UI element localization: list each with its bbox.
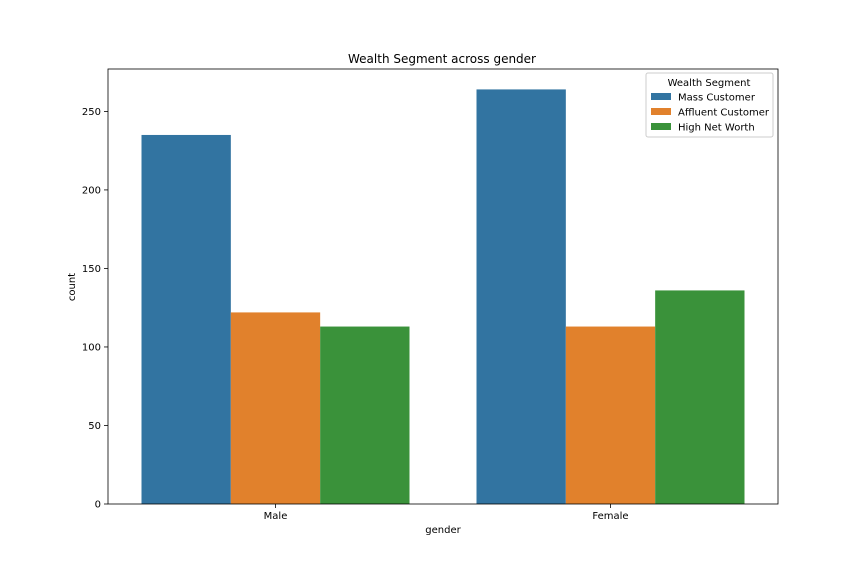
bar-male-affluent-customer	[230, 312, 321, 504]
y-tick-label: 250	[82, 107, 101, 118]
bar-male-mass-customer	[141, 134, 231, 505]
legend-title: Wealth Segment	[668, 78, 751, 89]
chart-title: Wealth Segment across gender	[348, 52, 536, 66]
y-tick-label: 100	[82, 342, 101, 353]
x-axis-label: gender	[425, 525, 461, 536]
bar-male-high-net-worth	[320, 326, 410, 504]
plot-frame	[107, 68, 779, 505]
x-tick-label: Male	[264, 511, 288, 522]
legend-frame	[645, 72, 774, 138]
bars-layer	[141, 89, 745, 505]
y-axis-label: count	[67, 273, 78, 301]
legend-label: High Net Worth	[678, 123, 755, 134]
legend: Wealth Segment Mass Customer Affluent Cus…	[645, 72, 774, 138]
y-tick-label: 150	[82, 264, 101, 275]
bar-female-high-net-worth	[655, 290, 745, 504]
axes-layer: 0 50 100 150 200 250 Male Female	[82, 68, 779, 522]
legend-swatch	[651, 93, 671, 100]
legend-swatch	[651, 123, 671, 130]
y-tick-label: 0	[95, 500, 101, 511]
bar-female-affluent-customer	[565, 326, 656, 504]
legend-swatch	[651, 108, 671, 115]
x-tick-label: Female	[592, 511, 628, 522]
bar-female-mass-customer	[476, 89, 566, 504]
y-tick-label: 200	[82, 185, 101, 196]
legend-label: Affluent Customer	[678, 108, 770, 119]
y-tick-label: 50	[88, 421, 101, 432]
legend-label: Mass Customer	[678, 93, 756, 104]
